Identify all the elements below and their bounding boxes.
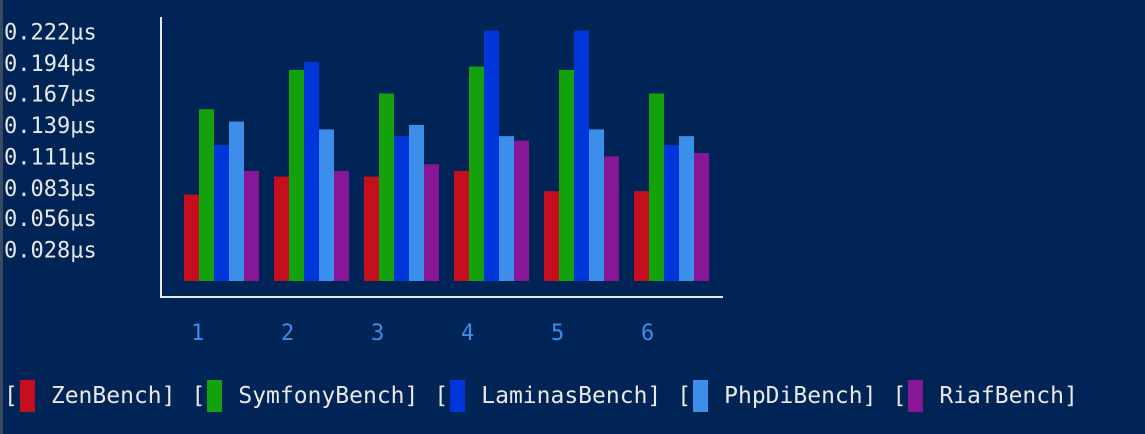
legend-close-bracket: ] bbox=[1063, 383, 1078, 409]
y-tick-label: 0.139µs bbox=[4, 114, 97, 139]
legend-label: RiafBench bbox=[939, 383, 1064, 409]
legend-swatch bbox=[19, 380, 35, 412]
bar-zenbench bbox=[274, 176, 289, 281]
x-tick-label: 5 bbox=[551, 321, 564, 346]
bar-phpdibench bbox=[319, 129, 334, 281]
window-edge bbox=[0, 0, 3, 434]
bar-riafbench bbox=[694, 152, 709, 281]
x-tick-label: 6 bbox=[641, 321, 654, 346]
legend-swatch bbox=[450, 380, 466, 412]
bar-phpdibench bbox=[409, 124, 424, 281]
x-tick-label: 2 bbox=[281, 321, 294, 346]
bar-phpdibench bbox=[589, 129, 604, 281]
y-tick-label: 0.222µs bbox=[4, 21, 97, 46]
bar-zenbench bbox=[454, 170, 469, 281]
bar-laminasbench bbox=[394, 136, 409, 281]
bar-zenbench bbox=[634, 191, 649, 281]
y-tick-label: 0.056µs bbox=[4, 207, 97, 232]
y-tick-label: 0.194µs bbox=[4, 52, 97, 77]
bar-laminasbench bbox=[574, 30, 589, 281]
legend-close-bracket: ] bbox=[862, 383, 877, 409]
legend-label: ZenBench bbox=[50, 383, 162, 409]
y-tick-label: 0.167µs bbox=[4, 82, 97, 107]
legend-label: LaminasBench bbox=[481, 383, 648, 409]
legend-label: SymfonyBench bbox=[238, 383, 405, 409]
bar-laminasbench bbox=[304, 62, 319, 282]
bar-zenbench bbox=[544, 191, 559, 281]
chart-legend: [ ZenBench] [ SymfonyBench] [ LaminasBench] [ P… bbox=[4, 378, 1094, 414]
x-tick-label: 4 bbox=[461, 321, 474, 346]
bar-symfonybench bbox=[559, 69, 574, 281]
bar-symfonybench bbox=[379, 93, 394, 281]
legend-item: [ LaminasBench] bbox=[434, 380, 661, 412]
legend-label: PhpDiBench bbox=[724, 383, 863, 409]
bar-symfonybench bbox=[469, 66, 484, 281]
legend-close-bracket: ] bbox=[647, 383, 662, 409]
bar-laminasbench bbox=[484, 30, 499, 281]
y-tick-label: 0.028µs bbox=[4, 239, 97, 264]
legend-open-bracket: [ bbox=[892, 383, 907, 409]
legend-swatch bbox=[908, 380, 924, 412]
bar-chart: 0.028µs 0.056µs 0.083µs 0.111µs 0.139µs 0.167… bbox=[4, 17, 723, 346]
legend-item: [ PhpDiBench] bbox=[677, 380, 876, 412]
x-tick-label: 1 bbox=[191, 321, 204, 346]
legend-item: [ RiafBench] bbox=[892, 380, 1078, 412]
legend-open-bracket: [ bbox=[191, 383, 206, 409]
bar-symfonybench bbox=[289, 69, 304, 281]
legend-open-bracket: [ bbox=[4, 383, 18, 409]
y-tick-label: 0.083µs bbox=[4, 177, 97, 202]
bar-phpdibench bbox=[679, 136, 694, 281]
legend-open-bracket: [ bbox=[434, 383, 449, 409]
bar-symfonybench bbox=[199, 109, 214, 281]
bar-phpdibench bbox=[499, 136, 514, 281]
bar-zenbench bbox=[364, 176, 379, 281]
y-tick-label: 0.111µs bbox=[4, 145, 97, 170]
legend-close-bracket: ] bbox=[404, 383, 419, 409]
bar-laminasbench bbox=[664, 145, 679, 281]
legend-swatch bbox=[693, 380, 709, 412]
x-tick-label: 3 bbox=[371, 321, 384, 346]
legend-item: [ ZenBench] bbox=[4, 380, 176, 412]
bar-riafbench bbox=[334, 170, 349, 281]
bar-riafbench bbox=[604, 156, 619, 281]
bar-riafbench bbox=[244, 170, 259, 281]
bar-zenbench bbox=[184, 194, 199, 281]
bar-laminasbench bbox=[214, 145, 229, 281]
legend-swatch bbox=[207, 380, 223, 412]
legend-close-bracket: ] bbox=[161, 383, 176, 409]
legend-open-bracket: [ bbox=[677, 383, 692, 409]
bar-phpdibench bbox=[229, 121, 244, 282]
bar-riafbench bbox=[424, 164, 439, 281]
legend-item: [ SymfonyBench] bbox=[191, 380, 419, 412]
bar-symfonybench bbox=[649, 93, 664, 281]
bar-riafbench bbox=[514, 140, 529, 281]
